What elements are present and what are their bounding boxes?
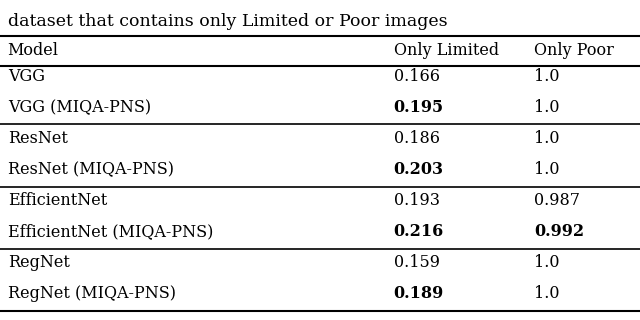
- Text: EfficientNet (MIQA-PNS): EfficientNet (MIQA-PNS): [8, 223, 213, 240]
- Text: Only Poor: Only Poor: [534, 42, 614, 59]
- Text: ResNet: ResNet: [8, 130, 68, 147]
- Text: 1.0: 1.0: [534, 285, 560, 302]
- Text: 0.987: 0.987: [534, 192, 580, 209]
- Text: 0.216: 0.216: [394, 223, 444, 240]
- Text: ResNet (MIQA-PNS): ResNet (MIQA-PNS): [8, 161, 173, 178]
- Text: dataset that contains only Limited or Poor images: dataset that contains only Limited or Po…: [8, 13, 447, 30]
- Text: 0.193: 0.193: [394, 192, 440, 209]
- Text: 1.0: 1.0: [534, 161, 560, 178]
- Text: 0.195: 0.195: [394, 99, 444, 116]
- Text: 0.203: 0.203: [394, 161, 444, 178]
- Text: 1.0: 1.0: [534, 130, 560, 147]
- Text: VGG (MIQA-PNS): VGG (MIQA-PNS): [8, 99, 151, 116]
- Text: RegNet (MIQA-PNS): RegNet (MIQA-PNS): [8, 285, 175, 302]
- Text: 0.992: 0.992: [534, 223, 584, 240]
- Text: EfficientNet: EfficientNet: [8, 192, 107, 209]
- Text: 0.189: 0.189: [394, 285, 444, 302]
- Text: RegNet: RegNet: [8, 254, 70, 271]
- Text: Only Limited: Only Limited: [394, 42, 499, 59]
- Text: 1.0: 1.0: [534, 254, 560, 271]
- Text: 1.0: 1.0: [534, 68, 560, 85]
- Text: Model: Model: [8, 42, 59, 59]
- Text: 0.159: 0.159: [394, 254, 440, 271]
- Text: VGG: VGG: [8, 68, 45, 85]
- Text: 0.186: 0.186: [394, 130, 440, 147]
- Text: 0.166: 0.166: [394, 68, 440, 85]
- Text: 1.0: 1.0: [534, 99, 560, 116]
